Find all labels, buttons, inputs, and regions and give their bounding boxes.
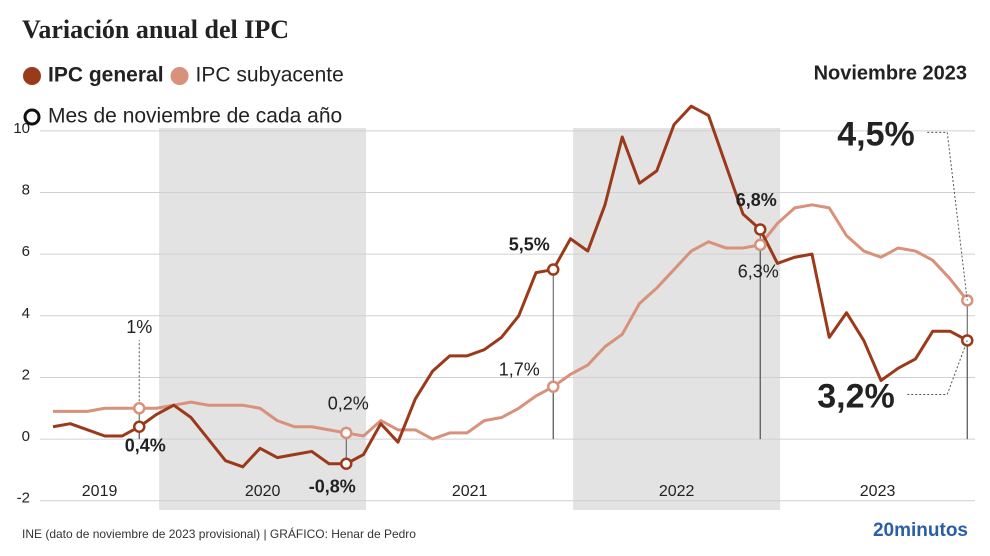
data-label: 1% [126,317,152,337]
data-label: 5,5% [509,234,550,254]
x-tick-label: 2023 [860,483,896,500]
y-tick-label: 4 [22,305,30,322]
point [133,402,146,415]
year-band [159,128,367,510]
data-label: 6,8% [736,190,777,210]
x-tick-label: 2022 [659,483,695,500]
y-tick-label: 2 [22,366,30,383]
legend-symbol [23,67,41,85]
source: INE (dato de noviembre de 2023 provision… [22,526,416,541]
legend-label: IPC general [48,64,164,87]
line [52,104,968,469]
data-label: 3,2% [817,377,895,415]
annotation: Noviembre 2023 [814,62,967,84]
data-label: 0,4% [125,436,166,456]
point [547,380,560,393]
point [340,457,353,471]
x-tick-label: 2021 [452,483,488,500]
y-tick-label: 0 [22,428,30,445]
line [53,203,969,441]
point [340,426,353,440]
data-label: 6,3% [738,262,779,282]
year-band [573,128,781,510]
point [754,238,767,252]
data-label: 4,5% [837,115,915,153]
logo: 20minutos [873,520,968,541]
y-tick-label: 6 [22,243,30,260]
point [547,263,560,276]
point [754,223,767,236]
chart-title: Variación anual del IPC [22,15,289,44]
data-label: -0,8% [309,477,356,497]
point [133,420,146,434]
leader-line [927,131,968,301]
leader-line [907,340,968,395]
legend-symbol [170,67,189,85]
y-tick-label: 8 [22,181,30,198]
y-tick-label: 10 [13,120,30,137]
marker-legend-symbol [23,108,41,126]
data-label: 0,2% [328,394,369,414]
marker-legend: Mes de noviembre de cada año [48,105,342,128]
x-tick-label: 2020 [245,483,281,500]
y-tick-label: -2 [17,490,30,507]
legend-label: IPC subyacente [196,64,344,87]
data-label: 1,7% [499,359,540,379]
x-tick-label: 2019 [82,483,118,500]
